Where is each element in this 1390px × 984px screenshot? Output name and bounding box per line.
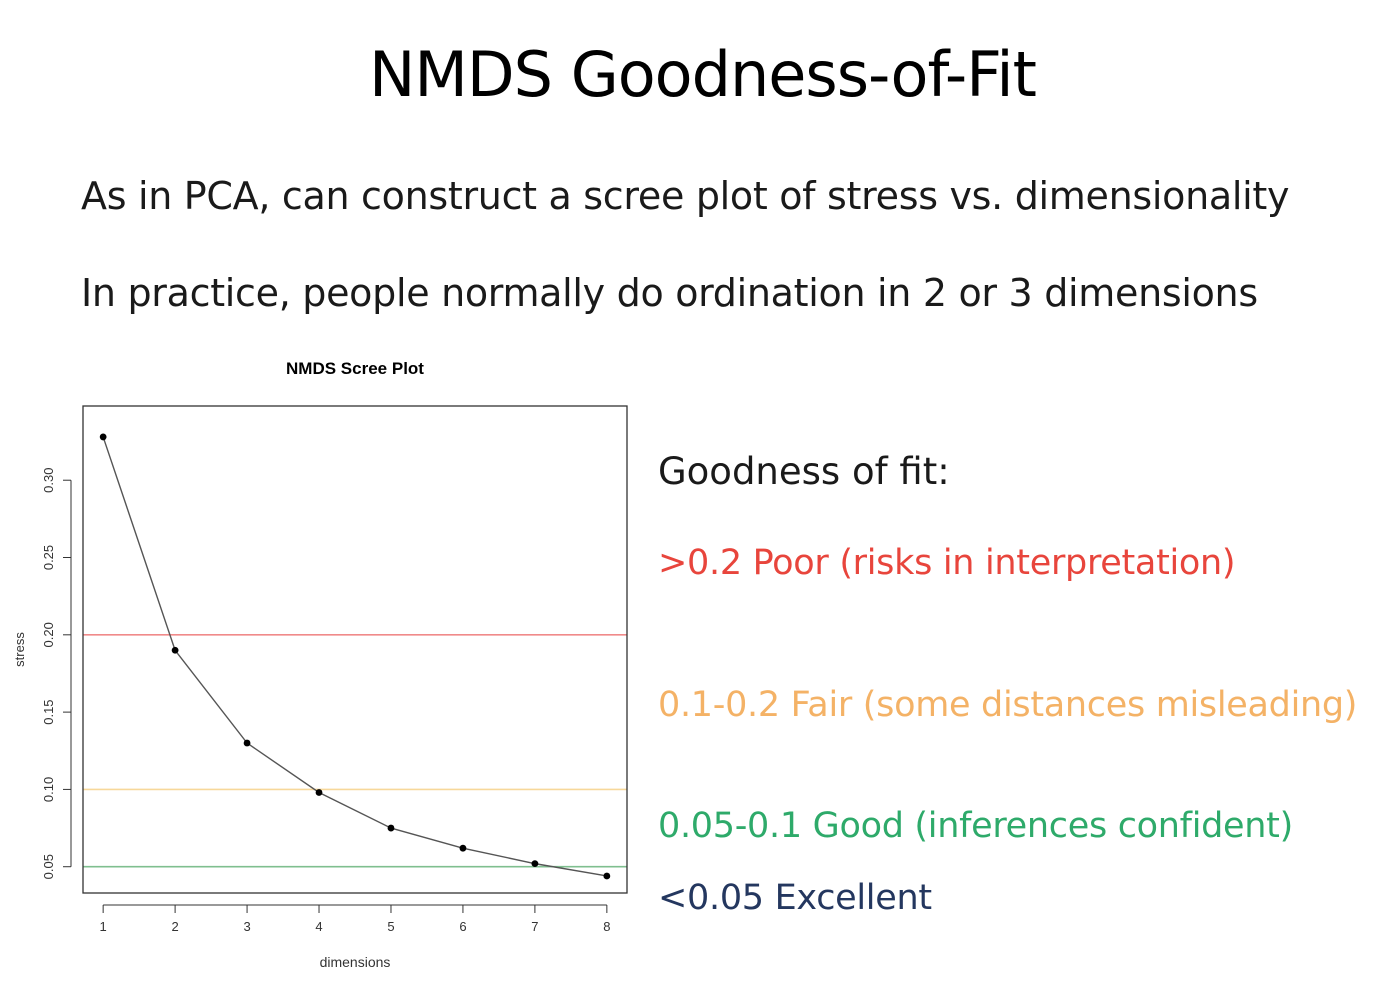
y-tick-label-0.10: 0.10 — [41, 777, 56, 802]
data-point-3 — [243, 739, 251, 747]
x-tick-label-1: 1 — [100, 919, 107, 934]
bullet-scree-plot: As in PCA, can construct a scree plot of… — [81, 174, 1290, 218]
x-tick-label-3: 3 — [243, 919, 250, 934]
scree-plot-chart: NMDS Scree Plot 1 2 3 4 5 6 7 8 dimensions 0.05 0.1… — [0, 350, 650, 984]
data-point-7 — [531, 860, 539, 868]
x-tick-label-5: 5 — [387, 919, 394, 934]
fit-poor-label: >0.2 Poor (risks in interpretation) — [658, 543, 1236, 583]
bullet-ordination-practice: In practice, people normally do ordinati… — [81, 271, 1258, 315]
data-point-4 — [315, 789, 323, 796]
slide-title: NMDS Goodness-of-Fit — [369, 38, 1037, 111]
y-tick-label-0.05: 0.05 — [41, 854, 56, 879]
fit-fair-label: 0.1-0.2 Fair (some distances misleading) — [658, 685, 1358, 725]
y-tick-label-0.15: 0.15 — [41, 699, 56, 724]
data-point-6 — [459, 844, 467, 852]
x-tick-label-2: 2 — [171, 919, 178, 934]
x-axis-label: dimensions — [320, 954, 391, 970]
x-tick-label-6: 6 — [459, 919, 466, 934]
fit-good-label: 0.05-0.1 Good (inferences confident) — [658, 806, 1293, 846]
chart-title: NMDS Scree Plot — [286, 359, 424, 378]
fit-excellent-label: <0.05 Excellent — [658, 878, 932, 918]
data-point-5 — [387, 824, 395, 832]
y-tick-label-0.25: 0.25 — [41, 545, 56, 570]
data-point-1 — [99, 433, 107, 441]
y-tick-label-0.30: 0.30 — [41, 468, 56, 493]
data-point-8 — [603, 872, 611, 880]
y-axis-label: stress — [12, 632, 27, 667]
x-tick-label-8: 8 — [603, 919, 610, 934]
y-tick-label-0.20: 0.20 — [41, 622, 56, 647]
goodness-of-fit-heading: Goodness of fit: — [658, 450, 950, 493]
x-tick-label-4: 4 — [315, 919, 322, 934]
data-point-2 — [171, 646, 179, 654]
x-tick-label-7: 7 — [531, 919, 538, 934]
scree-plot-svg: NMDS Scree Plot 1 2 3 4 5 6 7 8 dimensions 0.05 0.1… — [12, 359, 628, 970]
plot-frame — [82, 405, 628, 894]
series-line-stress — [102, 436, 607, 877]
